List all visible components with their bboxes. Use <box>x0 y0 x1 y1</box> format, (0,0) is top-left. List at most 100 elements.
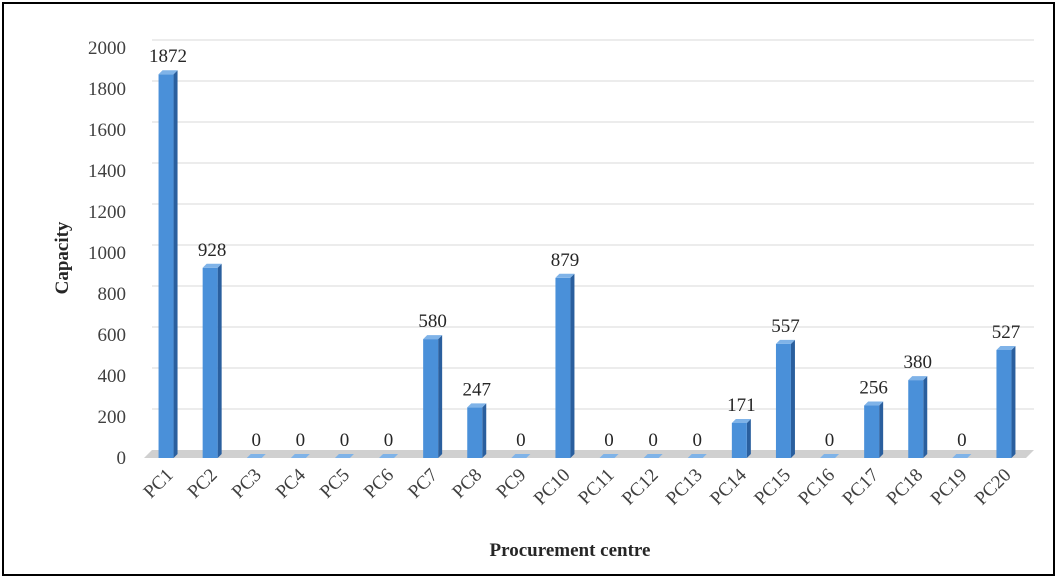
y-tick-label: 1600 <box>88 120 126 141</box>
bar-front <box>467 407 483 458</box>
x-tick-label: PC7 <box>404 465 442 503</box>
x-tick-label: PC6 <box>360 465 398 503</box>
y-tick-label: 400 <box>98 366 127 387</box>
data-label: 527 <box>992 322 1021 343</box>
bar-top <box>555 273 575 278</box>
bar-chart: 0 200 400 600 800 1000 1200 1400 1600 1800 2000 18… <box>52 38 1034 561</box>
x-tick-label: PC15 <box>750 465 795 510</box>
bar-top <box>996 345 1016 350</box>
bar-side <box>570 273 575 458</box>
y-tick-label: 1000 <box>88 243 126 264</box>
x-tick-label: PC13 <box>662 465 707 510</box>
x-tick-label: PC1 <box>140 465 178 503</box>
bar-front <box>908 380 924 458</box>
y-tick-label: 0 <box>117 448 127 469</box>
data-label: 0 <box>604 430 614 451</box>
bar <box>423 335 443 458</box>
x-axis-title: Procurement centre <box>490 540 651 561</box>
bar-top <box>158 70 178 75</box>
data-label: 0 <box>296 430 306 451</box>
data-label: 580 <box>418 311 447 332</box>
y-tick-label: 200 <box>98 407 127 428</box>
bar-front <box>864 405 880 458</box>
chart-floor <box>144 450 1034 458</box>
data-label: 1872 <box>149 46 187 67</box>
bar <box>775 339 795 458</box>
x-axis-ticks: PC1 PC2 PC3 PC4 PC5 PC6 PC7 PC8 PC9 PC10 PC11 PC12 P… <box>140 464 1016 509</box>
bar <box>864 401 884 458</box>
bar-front <box>731 422 747 458</box>
y-tick-label: 800 <box>98 284 127 305</box>
x-tick-label: PC3 <box>228 465 266 503</box>
x-tick-label: PC14 <box>706 464 751 509</box>
data-label: 380 <box>904 352 933 373</box>
bar <box>599 454 619 459</box>
y-tick-label: 600 <box>98 325 127 346</box>
y-tick-label: 2000 <box>88 38 126 59</box>
bar <box>467 403 487 458</box>
data-label: 0 <box>693 430 703 451</box>
y-axis-ticks: 0 200 400 600 800 1000 1200 1400 1600 1800 2000 <box>88 38 126 469</box>
bar-top <box>731 418 751 423</box>
bar-top <box>864 401 884 406</box>
data-label: 171 <box>727 395 756 416</box>
bar-top <box>511 454 531 458</box>
x-tick-label: PC9 <box>492 465 530 503</box>
x-tick-label: PC18 <box>883 465 928 510</box>
bar-top <box>423 335 443 340</box>
bar-top <box>379 454 399 458</box>
bar <box>511 454 531 459</box>
x-tick-label: PC10 <box>530 465 575 510</box>
bar-side <box>790 339 795 458</box>
bar-top <box>908 376 928 381</box>
bars <box>158 70 1016 459</box>
bar-top <box>643 454 663 458</box>
bar-top <box>246 454 266 458</box>
data-label: 928 <box>198 240 227 261</box>
x-tick-label: PC16 <box>794 465 839 510</box>
bar-side <box>173 70 178 459</box>
x-tick-label: PC5 <box>316 465 354 503</box>
bar-side <box>746 418 751 458</box>
x-tick-label: PC17 <box>838 465 883 510</box>
bar <box>158 70 178 459</box>
data-label: 0 <box>957 430 967 451</box>
bar-side <box>217 263 222 458</box>
bar-top <box>775 339 795 344</box>
x-tick-label: PC20 <box>971 465 1016 510</box>
data-label: 0 <box>648 430 658 451</box>
bar-front <box>996 349 1012 458</box>
data-label: 0 <box>252 430 262 451</box>
bar <box>202 263 222 458</box>
data-label: 0 <box>825 430 835 451</box>
x-tick-label: PC12 <box>618 465 663 510</box>
x-tick-label: PC8 <box>448 465 486 503</box>
data-labels: 1872 928 0 0 0 0 580 247 0 879 0 0 0 171 557 0 256 380 0 52… <box>149 46 1020 451</box>
data-label: 247 <box>463 379 492 400</box>
x-tick-label: PC4 <box>272 464 310 502</box>
data-label: 0 <box>516 430 526 451</box>
bar <box>952 454 972 459</box>
bar <box>731 418 751 458</box>
bar-top <box>202 263 222 268</box>
y-tick-label: 1400 <box>88 161 126 182</box>
bar <box>908 376 928 458</box>
bar <box>643 454 663 459</box>
bar-top <box>820 454 840 458</box>
bar <box>687 454 707 459</box>
floor-plane <box>144 450 1034 458</box>
bar <box>379 454 399 459</box>
bar-top <box>467 403 487 408</box>
bar <box>555 273 575 458</box>
bar-front <box>775 343 791 458</box>
x-tick-label: PC11 <box>574 465 618 509</box>
bar <box>334 454 354 459</box>
bar-front <box>158 74 174 459</box>
data-label: 879 <box>551 250 580 271</box>
y-tick-label: 1800 <box>88 79 126 100</box>
y-tick-label: 1200 <box>88 202 126 223</box>
bar <box>290 454 310 459</box>
gridlines <box>152 39 1034 410</box>
bar <box>996 345 1016 458</box>
